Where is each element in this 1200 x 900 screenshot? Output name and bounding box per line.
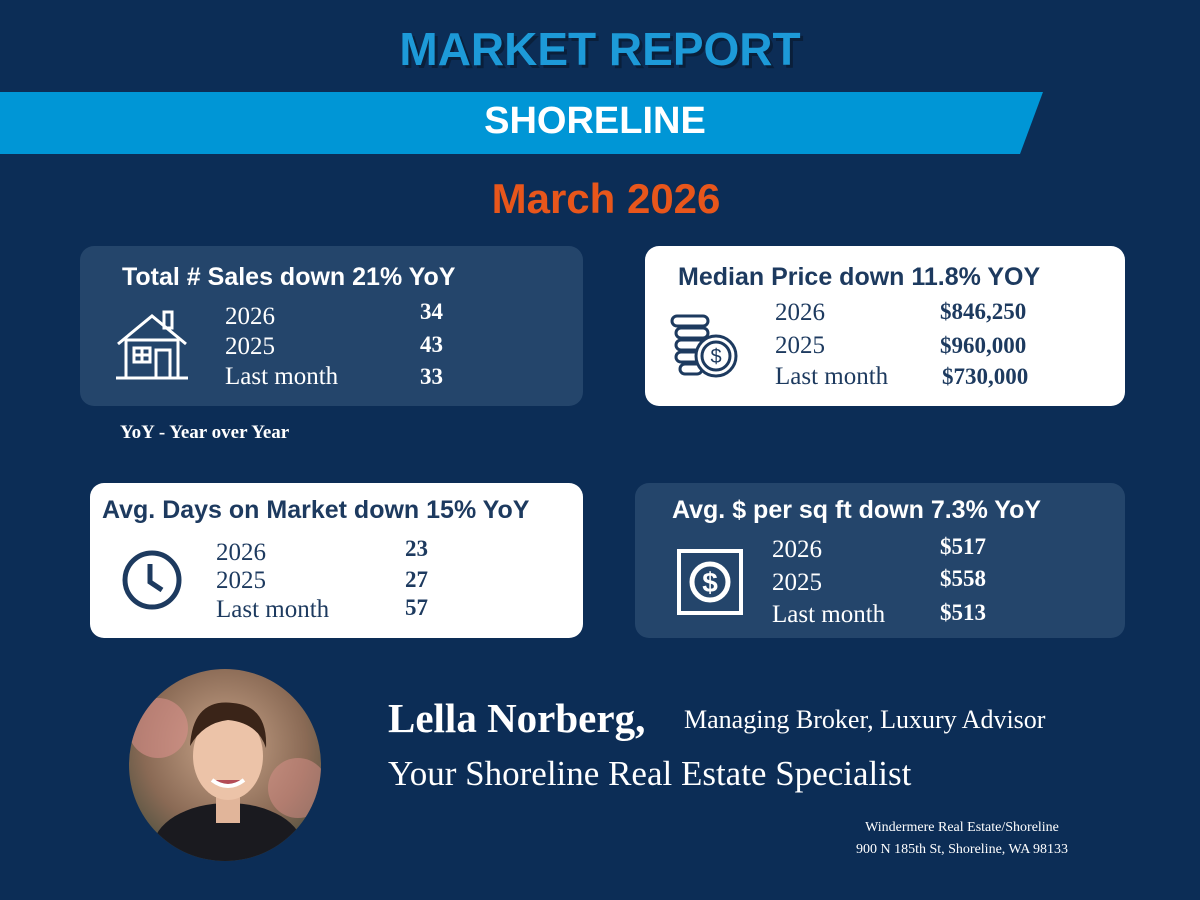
agent-tagline: Your Shoreline Real Estate Specialist [388, 754, 912, 793]
company: Windermere Real Estate/Shoreline [865, 820, 1059, 835]
agent-photo [129, 669, 321, 861]
row-value: 43 [420, 332, 443, 357]
stat-card [645, 246, 1125, 406]
row-value: 34 [420, 299, 443, 324]
clock-icon [122, 550, 182, 610]
agent-name: Lella Norberg, [388, 695, 646, 741]
row-label: 2025 [225, 333, 275, 360]
row-label: Last month [772, 601, 886, 628]
card-title: Median Price down 11.8% YOY [678, 263, 1041, 291]
row-value: 23 [405, 536, 428, 561]
dollar-icon: $ [677, 549, 743, 615]
row-value: $730,000 [942, 364, 1029, 389]
row-label: 2026 [772, 536, 822, 563]
row-value: 33 [420, 364, 443, 389]
area-name: SHORELINE [484, 100, 706, 142]
row-value: $517 [940, 534, 986, 559]
house-icon [116, 310, 188, 380]
row-value: $513 [940, 600, 986, 625]
row-value: $960,000 [940, 333, 1027, 358]
card-title: Total # Sales down 21% YoY [122, 263, 456, 291]
address: 900 N 185th St, Shoreline, WA 98133 [855, 842, 1069, 857]
coins-icon: $ [670, 314, 738, 378]
row-label: 2026 [216, 539, 266, 566]
agent-role: Managing Broker, Luxury Advisor [684, 705, 1046, 734]
row-value: $558 [940, 566, 986, 591]
row-value: 57 [405, 595, 428, 620]
svg-text:$: $ [702, 567, 718, 598]
report-title: MARKET REPORT [399, 23, 801, 75]
row-label: 2025 [772, 569, 822, 596]
card-title: Avg. Days on Market down 15% YoY [102, 496, 530, 524]
row-label: 2026 [775, 299, 825, 326]
row-label: 2025 [216, 567, 266, 594]
card-title: Avg. $ per sq ft down 7.3% YoY [672, 496, 1042, 524]
row-label: 2025 [775, 332, 825, 359]
svg-text:$: $ [710, 346, 721, 368]
row-label: Last month [225, 363, 339, 390]
footnote: YoY - Year over Year [120, 422, 290, 443]
row-label: 2026 [225, 303, 275, 330]
report-period: March 2026 [491, 175, 721, 222]
row-value: $846,250 [940, 299, 1027, 324]
banner [0, 92, 1043, 154]
row-label: Last month [216, 596, 330, 623]
row-label: Last month [775, 363, 889, 390]
row-value: 27 [405, 567, 428, 592]
